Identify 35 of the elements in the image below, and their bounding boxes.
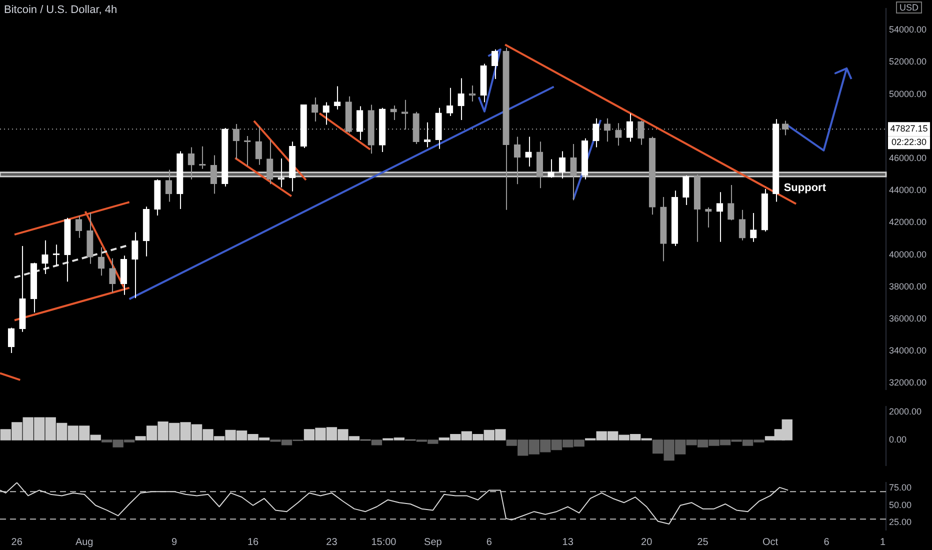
y-tick-label: 75.00 bbox=[889, 482, 912, 493]
y-tick-label: 36000.00 bbox=[889, 313, 927, 324]
chart-title: Bitcoin / U.S. Dollar, 4h bbox=[4, 4, 118, 16]
y-tick-label: 0.00 bbox=[889, 434, 907, 444]
x-tick-label: Aug bbox=[75, 536, 94, 548]
y-tick-label: 50.00 bbox=[889, 500, 912, 510]
y-tick-label: 50000.00 bbox=[889, 88, 927, 99]
x-tick-label: 6 bbox=[824, 536, 830, 548]
x-tick-label: Oct bbox=[762, 536, 778, 548]
x-tick-label: 16 bbox=[247, 536, 260, 548]
y-tick-label: 25.00 bbox=[889, 517, 912, 528]
x-tick-label: 25 bbox=[697, 536, 709, 548]
x-tick-label: 1 bbox=[880, 536, 886, 548]
y-tick-label: 34000.00 bbox=[889, 346, 927, 356]
y-tick-label: 40000.00 bbox=[889, 249, 927, 260]
y-tick-label: 44000.00 bbox=[889, 185, 927, 196]
y-tick-label: 46000.00 bbox=[889, 152, 927, 163]
y-tick-label: 32000.00 bbox=[889, 378, 927, 388]
y-tick-label: 52000.00 bbox=[889, 56, 927, 67]
y-tick-label: 54000.00 bbox=[889, 24, 927, 35]
band-label: Support bbox=[784, 182, 826, 194]
x-tick-label: 20 bbox=[641, 536, 653, 548]
y-axis-title: USD bbox=[899, 2, 919, 12]
x-tick-label: 15:00 bbox=[371, 536, 397, 548]
x-tick-label: 6 bbox=[486, 536, 492, 548]
x-tick-label: 9 bbox=[172, 536, 178, 548]
y-tick-label: 38000.00 bbox=[889, 281, 927, 292]
x-tick-label: Sep bbox=[424, 536, 442, 548]
y-tick-label: 2000.00 bbox=[889, 406, 922, 416]
x-tick-label: 23 bbox=[326, 536, 338, 548]
ref-line-label: 47827.15 bbox=[890, 124, 928, 134]
y-tick-label: 42000.00 bbox=[889, 217, 927, 228]
x-tick-label: 13 bbox=[562, 536, 574, 548]
text: 02:22:30 bbox=[891, 137, 927, 148]
x-tick-label: 26 bbox=[11, 536, 23, 548]
